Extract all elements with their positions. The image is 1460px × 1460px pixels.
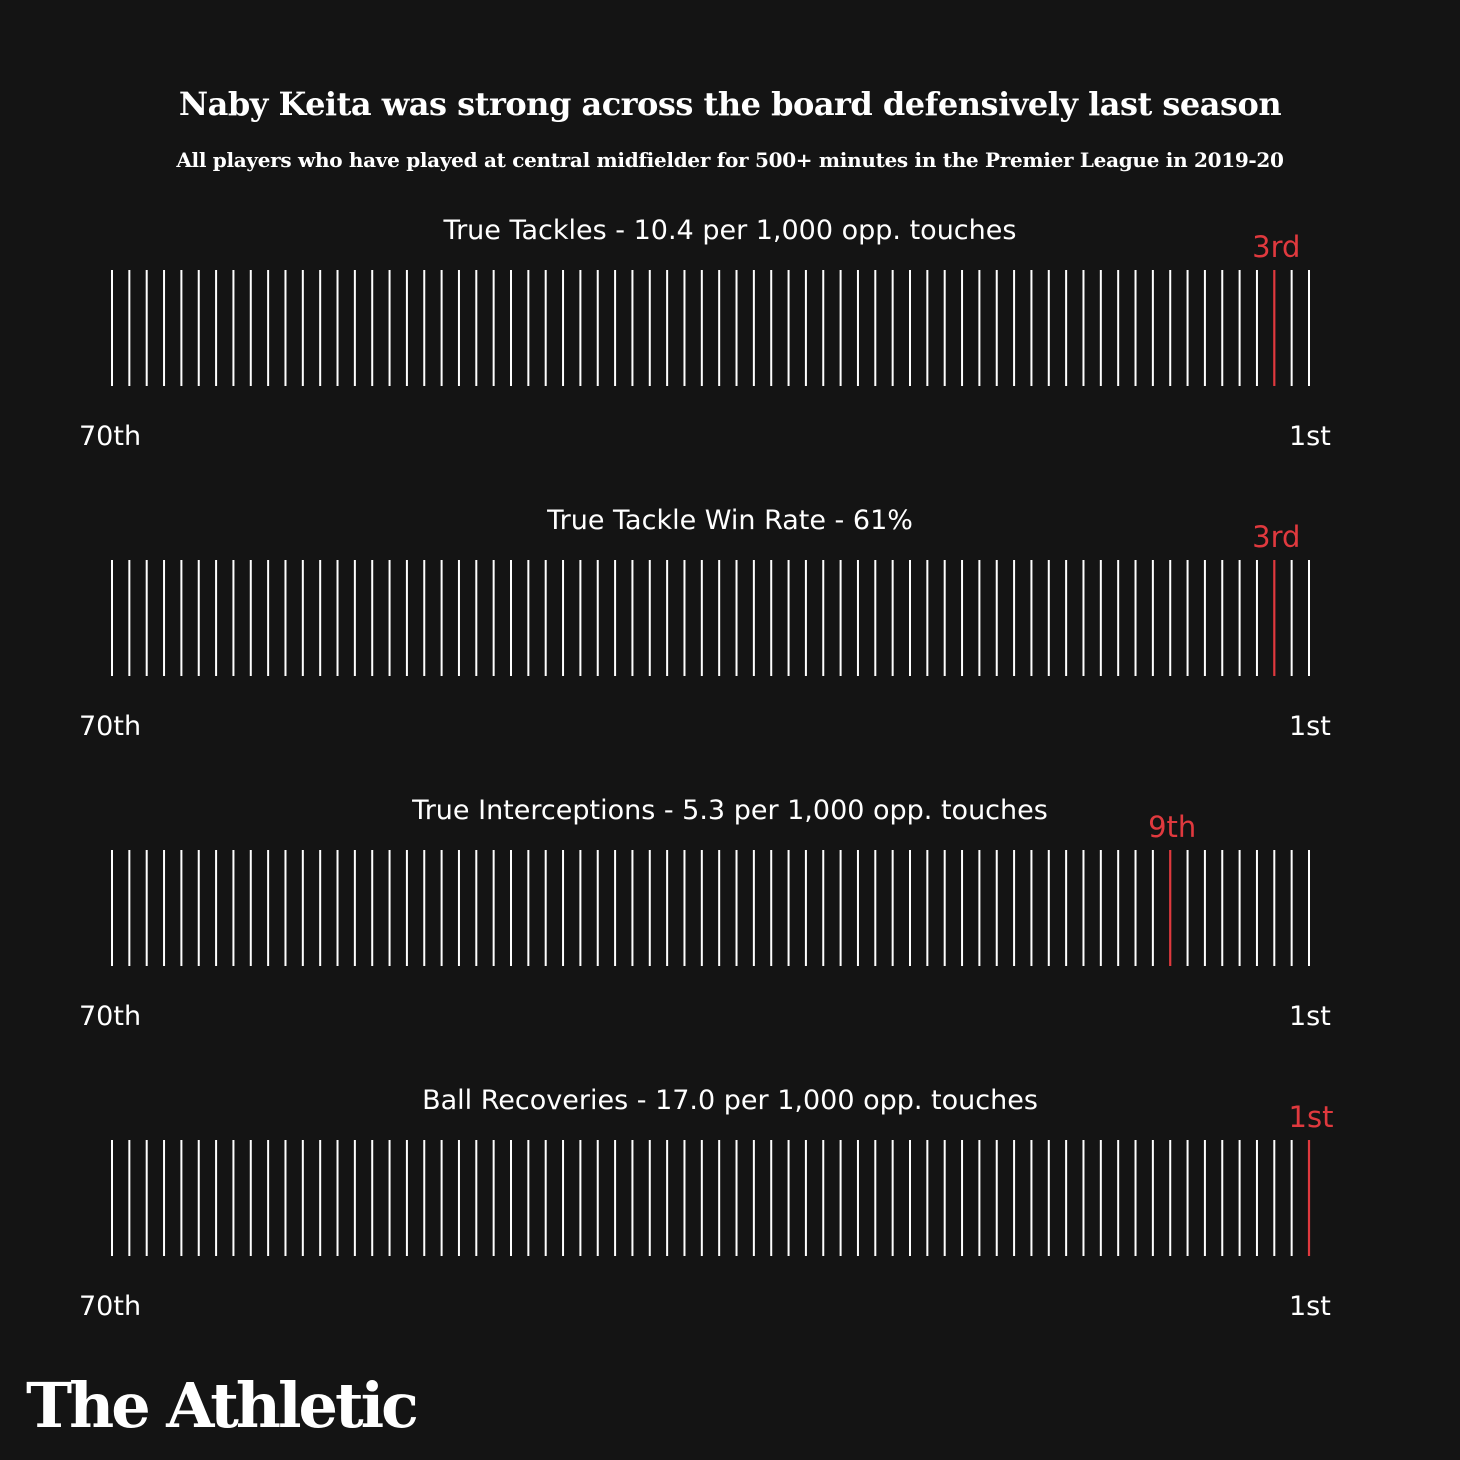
the-athletic-logo: The Athletic: [26, 1369, 419, 1442]
rank-strip: 9th: [111, 810, 1310, 966]
metric-panel-true-tackle-win-rate: True Tackle Win Rate - 61% 3rd 70th 1st: [0, 504, 1460, 794]
rank-strip: 3rd: [111, 230, 1310, 386]
axis-label-last: 70th: [79, 1291, 142, 1322]
rank-strip: 1st: [111, 1100, 1334, 1256]
axis-label-last: 70th: [79, 421, 142, 452]
metric-panel-true-interceptions: True Interceptions - 5.3 per 1,000 opp. …: [0, 794, 1460, 1084]
metric-label: True Tackles - 10.4 per 1,000 opp. touch…: [443, 215, 1017, 246]
metric-label: Ball Recoveries - 17.0 per 1,000 opp. to…: [422, 1085, 1038, 1116]
axis-label-first: 1st: [1289, 1291, 1331, 1322]
chart-subtitle: All players who have played at central m…: [176, 148, 1284, 172]
highlight-rank-label: 3rd: [1252, 520, 1300, 554]
metric-panel-true-tackles: True Tackles - 10.4 per 1,000 opp. touch…: [0, 214, 1460, 504]
axis-label-first: 1st: [1289, 711, 1331, 742]
highlight-rank-label: 3rd: [1252, 230, 1300, 264]
highlight-rank-label: 1st: [1289, 1100, 1334, 1134]
axis-label-last: 70th: [79, 1001, 142, 1032]
axis-label-last: 70th: [79, 711, 142, 742]
rank-strip: 3rd: [111, 520, 1310, 676]
metric-panel-ball-recoveries: Ball Recoveries - 17.0 per 1,000 opp. to…: [0, 1084, 1460, 1374]
metric-label: True Tackle Win Rate - 61%: [547, 505, 913, 536]
axis-label-first: 1st: [1289, 421, 1331, 452]
axis-label-first: 1st: [1289, 1001, 1331, 1032]
highlight-rank-label: 9th: [1148, 810, 1196, 844]
chart-title: Naby Keita was strong across the board d…: [178, 85, 1282, 123]
metric-label: True Interceptions - 5.3 per 1,000 opp. …: [412, 795, 1048, 826]
